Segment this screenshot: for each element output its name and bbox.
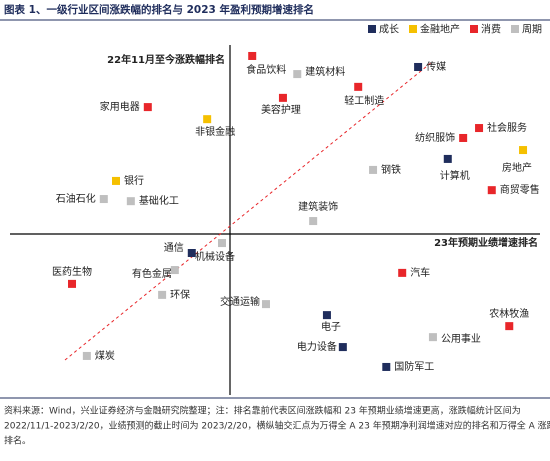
- point-label: 轻工制造: [344, 94, 384, 107]
- point-label: 石油石化: [56, 192, 96, 205]
- point: [398, 268, 407, 277]
- legend-swatch: [511, 25, 519, 33]
- point: [354, 82, 363, 91]
- point: [248, 51, 257, 60]
- point-label: 计算机: [440, 169, 470, 182]
- point-label: 建筑装饰: [298, 200, 338, 213]
- point: [475, 124, 484, 133]
- source-note: 排名。: [4, 435, 31, 447]
- point: [428, 333, 437, 342]
- point-label: 汽车: [410, 266, 430, 279]
- point: [68, 279, 77, 288]
- point-label: 公用事业: [441, 332, 481, 345]
- point-label: 交通运输: [220, 295, 260, 308]
- point-label: 食品饮料: [246, 63, 286, 76]
- point: [187, 249, 196, 257]
- point: [293, 70, 302, 79]
- point-label: 通信: [164, 242, 184, 254]
- point: [158, 290, 167, 299]
- legend-swatch: [368, 25, 376, 33]
- legend-swatch: [409, 25, 417, 33]
- point: [338, 343, 347, 352]
- point-label: 美容护理: [261, 103, 301, 116]
- chart-title: 图表 1、一级行业区间涨跌幅的排名与 2023 年盈利预期增速排名: [4, 3, 314, 16]
- point-label: 电子: [321, 320, 341, 333]
- point: [519, 146, 528, 155]
- point-label: 环保: [170, 288, 190, 301]
- x-axis-label: 23年预期业绩增速排名: [434, 236, 538, 249]
- legend-swatch: [470, 25, 478, 33]
- point-label: 有色金属: [132, 267, 172, 280]
- point: [369, 165, 378, 174]
- point-label: 机械设备: [195, 250, 235, 263]
- legend-label: 金融地产: [420, 23, 460, 36]
- point: [459, 133, 468, 142]
- legend-label: 周期: [522, 24, 542, 36]
- point-label: 家用电器: [100, 100, 140, 113]
- point: [443, 154, 452, 163]
- point-label: 纺织服饰: [415, 131, 455, 144]
- legend-label: 消费: [481, 23, 501, 36]
- reference-diagonal: [64, 61, 433, 361]
- point-label: 医药生物: [52, 265, 92, 278]
- point: [505, 322, 514, 331]
- point-label: 农林牧渔: [489, 307, 529, 320]
- point-label: 钢铁: [381, 163, 401, 176]
- point: [170, 266, 179, 275]
- point: [278, 93, 287, 102]
- point: [82, 351, 91, 360]
- point: [218, 239, 226, 248]
- point-label: 电力设备: [297, 340, 337, 353]
- point: [414, 62, 423, 71]
- point: [487, 186, 496, 195]
- point-label: 煤炭: [95, 349, 115, 362]
- legend-label: 成长: [379, 24, 399, 36]
- source-note: 资料来源：Wind，兴业证券经济与金融研究院整理；注：排名靠前代表区间涨跌幅和 …: [4, 405, 521, 417]
- point-label: 非银金融: [195, 125, 235, 138]
- point-label: 基础化工: [139, 194, 179, 207]
- point-label: 商贸零售: [500, 183, 540, 196]
- y-axis-label: 22年11月至今涨跌幅排名: [107, 53, 225, 66]
- point: [143, 103, 152, 112]
- point-label: 国防军工: [394, 360, 434, 373]
- point-label: 传媒: [426, 61, 446, 73]
- point: [203, 115, 212, 124]
- point-label: 建筑材料: [305, 65, 345, 78]
- point-label: 房地产: [502, 161, 532, 174]
- point: [309, 217, 318, 226]
- point-label: 社会服务: [487, 121, 527, 134]
- point: [322, 311, 331, 320]
- point: [99, 195, 108, 204]
- point: [126, 197, 135, 206]
- point: [112, 176, 120, 185]
- point: [382, 362, 391, 371]
- source-note: 2022/11/1-2023/2/20，业绩预测的截止时间为 2023/2/20…: [4, 420, 550, 432]
- point-label: 银行: [124, 174, 144, 187]
- point: [261, 300, 270, 309]
